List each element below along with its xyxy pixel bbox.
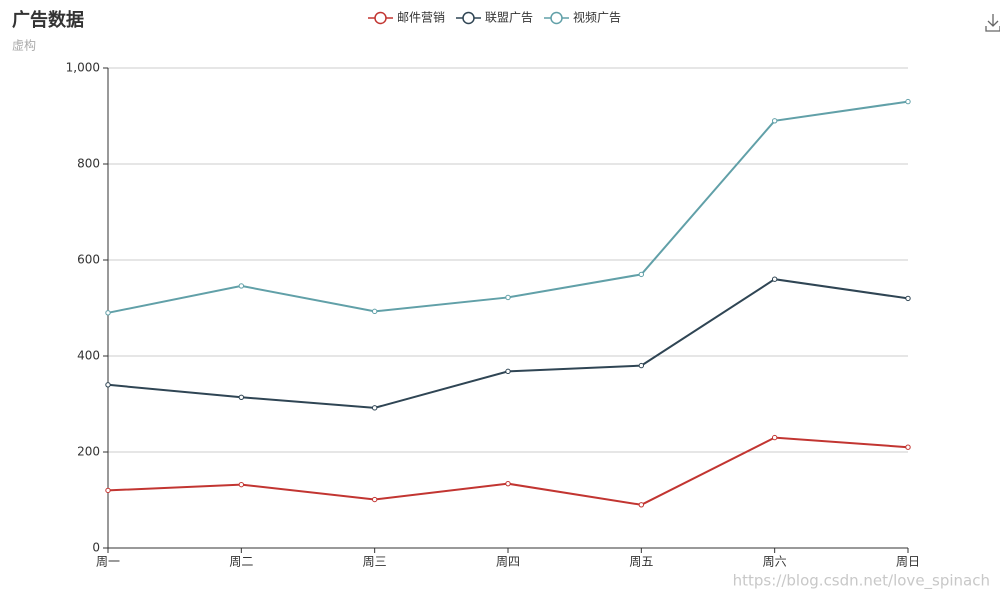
y-tick-label: 0: [92, 541, 100, 555]
x-tick-label: 周五: [629, 555, 653, 569]
download-button[interactable]: [985, 14, 1000, 32]
point: [505, 368, 511, 375]
legend: 邮件营销 联盟广告 视频广告: [368, 10, 621, 25]
y-tick-label: 1,000: [66, 61, 100, 75]
point: [238, 283, 245, 289]
point: [105, 382, 111, 388]
point: [771, 276, 778, 282]
point: [371, 308, 378, 315]
point: [638, 502, 645, 508]
y-tick-label: 400: [77, 349, 100, 363]
legend-label: 联盟广告: [485, 11, 533, 25]
watermark: https://blog.csdn.net/love_spinach: [733, 572, 990, 591]
point: [105, 487, 111, 494]
y-tick-label: 800: [77, 157, 100, 171]
point: [371, 405, 378, 411]
x-tick-label: 周二: [229, 555, 253, 569]
point: [905, 98, 911, 105]
legend-icon: [374, 11, 387, 25]
point: [905, 444, 911, 450]
point: [505, 294, 511, 301]
point: [638, 362, 645, 369]
point: [638, 271, 645, 278]
series-line: [107, 436, 909, 506]
point: [505, 480, 511, 487]
point: [238, 394, 245, 400]
legend-label: 邮件营销: [397, 11, 445, 25]
point: [371, 496, 378, 503]
point: [238, 481, 245, 488]
point: [771, 118, 778, 124]
legend-label: 视频广告: [573, 10, 621, 25]
point: [905, 295, 911, 302]
x-tick-label: 周六: [763, 555, 787, 569]
y-tick-label: 600: [77, 253, 100, 267]
x-tick-label: 周三: [363, 555, 387, 569]
legend-icon: [462, 11, 475, 25]
chart-title: 广告数据: [12, 9, 84, 31]
point: [105, 310, 111, 316]
y-tick-label: 200: [77, 445, 100, 459]
chart-subtitle: 虚构: [12, 38, 36, 53]
legend-icon: [550, 11, 563, 25]
x-tick-label: 周一: [96, 555, 120, 569]
point: [771, 434, 778, 441]
x-tick-label: 周四: [496, 555, 520, 569]
x-tick-label: 周日: [896, 555, 920, 569]
